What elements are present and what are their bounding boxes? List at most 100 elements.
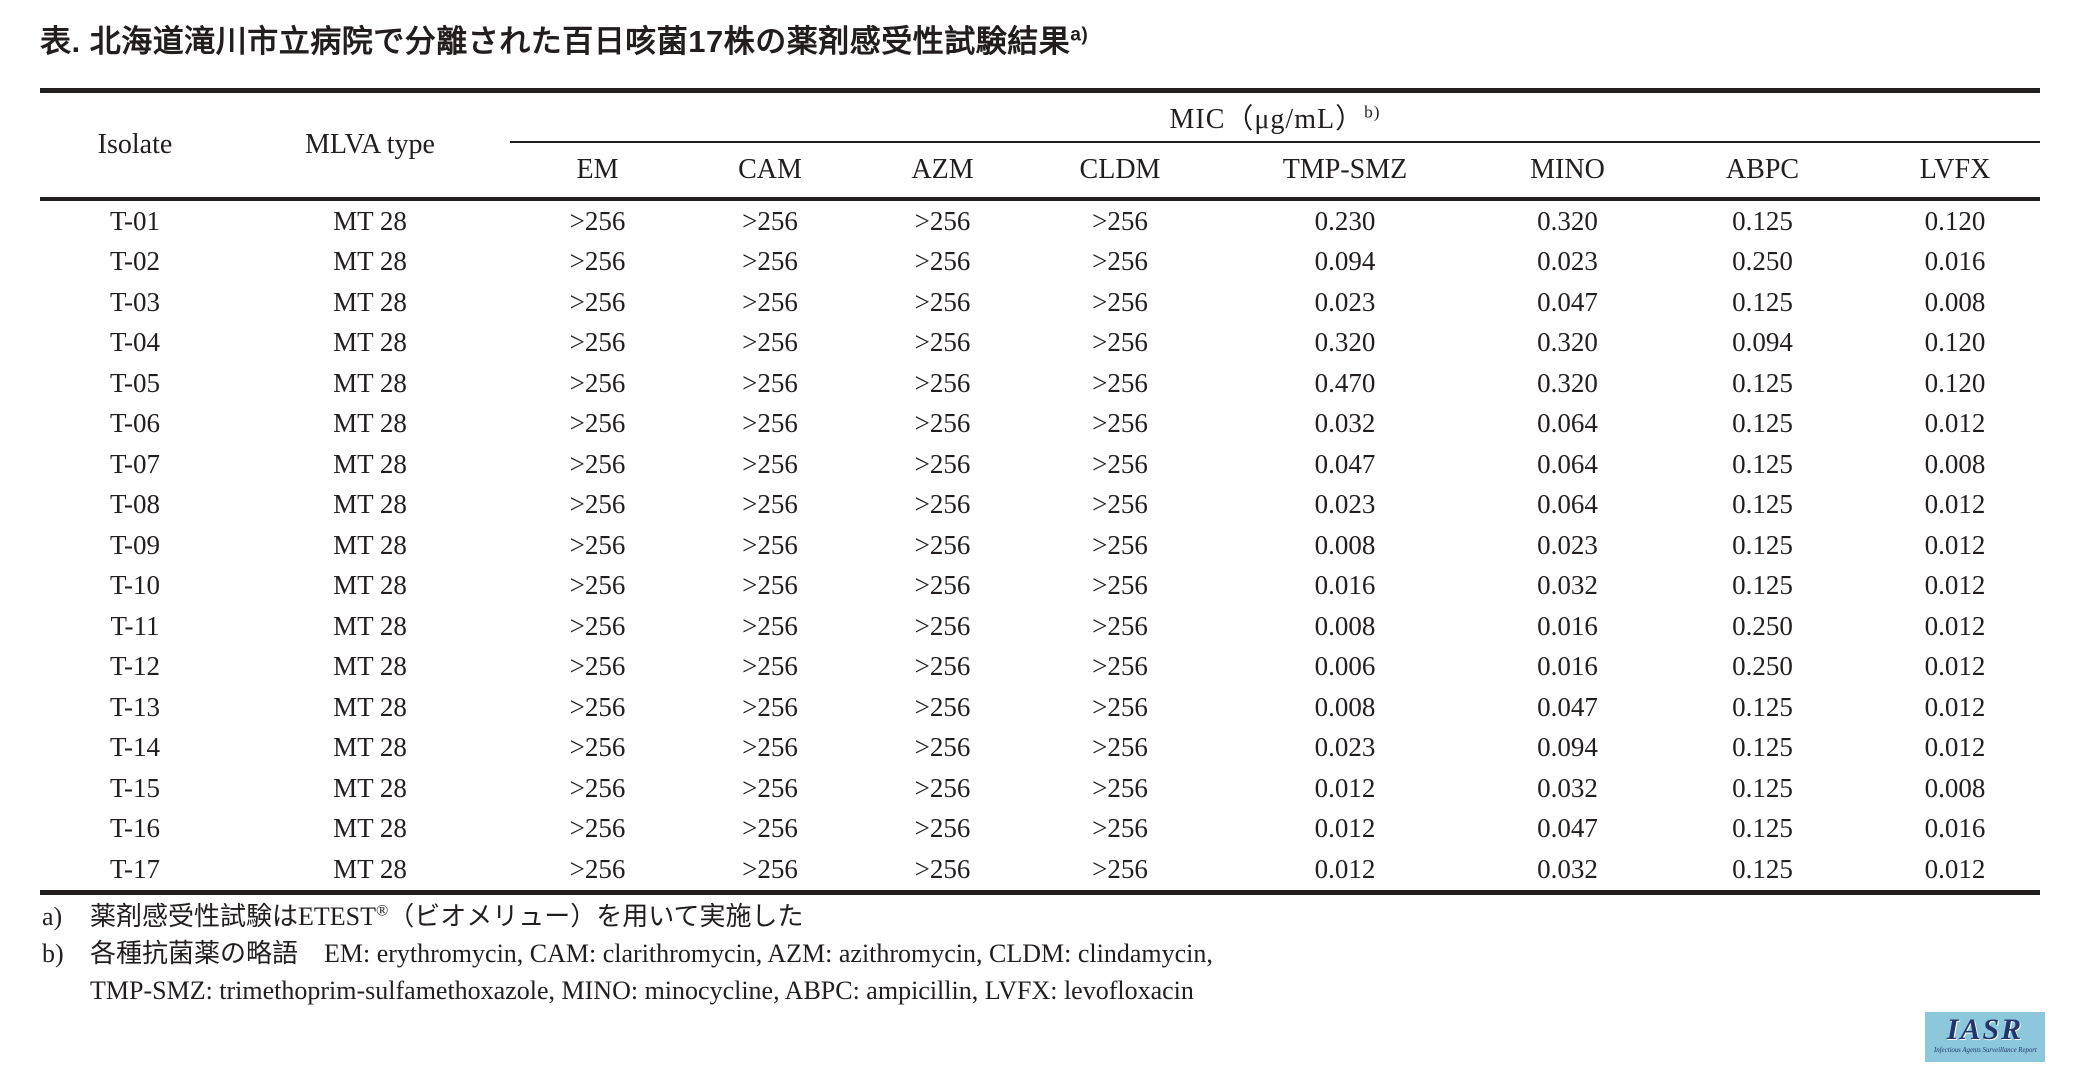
cell-mlva: MT 28: [333, 448, 407, 479]
cell-mic: 0.012: [1924, 651, 1986, 682]
cell-mic: >256: [914, 489, 971, 520]
cell-mlva: MT 28: [333, 772, 407, 803]
cell-isolate: T-14: [109, 732, 160, 763]
cell-mlva: MT 28: [333, 489, 407, 520]
cell-isolate: T-10: [109, 570, 160, 601]
table-row: T-15 MT 28 >256 >256 >256 >256 0.012 0.0…: [40, 768, 2040, 809]
cell-mic: >256: [914, 570, 971, 601]
cell-mic: >256: [1092, 489, 1148, 520]
mic-group-label: MIC（μg/mL）: [1169, 104, 1365, 135]
table-header: Isolate MLVA type MIC（μg/mL）b) EM CAM AZ…: [40, 90, 2041, 199]
cell-mic: >256: [914, 853, 971, 884]
cell-mlva: MT 28: [333, 610, 407, 641]
cell-mic: >256: [914, 529, 971, 560]
header-tmp-smz: TMP-SMZ: [1282, 154, 1408, 185]
registered-trademark-mark: ®: [376, 902, 389, 920]
cell-isolate: T-02: [109, 246, 160, 277]
cell-mic: >256: [914, 367, 971, 398]
cell-mic: >256: [569, 813, 626, 844]
cell-mic: >256: [569, 732, 626, 763]
cell-mlva: MT 28: [333, 529, 407, 560]
cell-mic: >256: [1092, 529, 1148, 560]
table-row: T-11 MT 28 >256 >256 >256 >256 0.008 0.0…: [40, 606, 2040, 647]
cell-mic: 0.047: [1314, 448, 1376, 479]
cell-mic: >256: [742, 732, 798, 763]
cell-mic: >256: [1092, 570, 1148, 601]
mic-group-footnote-mark: b): [1364, 102, 1381, 122]
cell-mic: >256: [1092, 448, 1148, 479]
header-abpc: ABPC: [1725, 154, 1800, 185]
header-mic-group: MIC（μg/mL）b): [510, 90, 2041, 143]
cell-mic: 0.125: [1732, 772, 1793, 803]
table-row: T-08 MT 28 >256 >256 >256 >256 0.023 0.0…: [40, 485, 2040, 526]
cell-mic: >256: [1092, 286, 1148, 317]
table-row: T-12 MT 28 >256 >256 >256 >256 0.006 0.0…: [40, 647, 2040, 688]
cell-mic: 0.016: [1537, 651, 1598, 682]
table-row: T-16 MT 28 >256 >256 >256 >256 0.012 0.0…: [40, 809, 2040, 850]
footnote-a-text-post: （ビオメリュー）を用いて実施した: [388, 902, 804, 931]
table-row: T-17 MT 28 >256 >256 >256 >256 0.012 0.0…: [40, 849, 2040, 892]
cell-mic: 0.094: [1732, 327, 1793, 358]
cell-mlva: MT 28: [333, 286, 407, 317]
cell-mic: >256: [742, 813, 798, 844]
footnote-b-text-line1: 各種抗菌薬の略語 EM: erythromycin, CAM: clarithr…: [90, 939, 1213, 968]
cell-mic: >256: [1092, 205, 1148, 236]
footnotes: a) 薬剤感受性試験はETEST®（ビオメリュー）を用いて実施した b) 各種抗菌薬…: [42, 898, 1213, 1009]
table-row: T-04 MT 28 >256 >256 >256 >256 0.320 0.3…: [40, 323, 2040, 364]
cell-mlva: MT 28: [333, 570, 407, 601]
cell-mic: >256: [569, 246, 626, 277]
cell-mic: >256: [914, 772, 971, 803]
cell-mic: 0.012: [1924, 570, 1986, 601]
cell-isolate: T-16: [109, 813, 160, 844]
cell-mic: 0.016: [1314, 570, 1376, 601]
cell-mic: 0.008: [1924, 448, 1986, 479]
cell-isolate: T-06: [109, 408, 160, 439]
cell-mic: 0.006: [1314, 651, 1376, 682]
cell-mic: >256: [569, 205, 626, 236]
cell-mic: 0.023: [1314, 489, 1376, 520]
cell-mic: >256: [742, 489, 798, 520]
footnote-b-prefix: b): [42, 939, 64, 968]
table-row: T-01 MT 28 >256 >256 >256 >256 0.230 0.3…: [40, 199, 2040, 242]
cell-mic: 0.125: [1732, 529, 1793, 560]
cell-mic: 0.094: [1537, 732, 1598, 763]
table-row: T-13 MT 28 >256 >256 >256 >256 0.008 0.0…: [40, 687, 2040, 728]
cell-mic: >256: [569, 691, 626, 722]
table-title: 表. 北海道滝川市立病院で分離された百日咳菌17株の薬剤感受性試験結果a): [40, 16, 1088, 61]
header-cldm: CLDM: [1079, 154, 1161, 185]
cell-isolate: T-07: [109, 448, 160, 479]
cell-mic: >256: [569, 367, 626, 398]
table-row: T-05 MT 28 >256 >256 >256 >256 0.470 0.3…: [40, 363, 2040, 404]
cell-mic: >256: [742, 853, 798, 884]
cell-mic: 0.064: [1537, 408, 1598, 439]
cell-mic: 0.120: [1924, 367, 1986, 398]
cell-mic: 0.125: [1732, 367, 1793, 398]
cell-mic: 0.032: [1314, 408, 1376, 439]
cell-mic: 0.064: [1537, 489, 1598, 520]
cell-mic: 0.012: [1314, 772, 1376, 803]
cell-mic: >256: [569, 489, 626, 520]
header-em: EM: [576, 154, 619, 185]
cell-isolate: T-11: [110, 610, 160, 641]
cell-mic: >256: [742, 327, 798, 358]
header-azm: AZM: [911, 154, 974, 185]
cell-mic: >256: [914, 732, 971, 763]
cell-mic: >256: [742, 367, 798, 398]
cell-mic: >256: [914, 691, 971, 722]
cell-mic: >256: [1092, 772, 1148, 803]
header-cam: CAM: [738, 154, 802, 185]
iasr-logo-subtitle: Infectious Agents Surveillance Report: [1934, 1046, 2037, 1054]
cell-isolate: T-08: [109, 489, 160, 520]
cell-isolate: T-03: [109, 286, 160, 317]
cell-mic: >256: [1092, 813, 1148, 844]
cell-mic: >256: [914, 610, 971, 641]
cell-mic: >256: [742, 651, 798, 682]
cell-mic: 0.125: [1732, 489, 1793, 520]
cell-mic: 0.250: [1732, 246, 1793, 277]
cell-mic: >256: [914, 651, 971, 682]
susceptibility-table: Isolate MLVA type MIC（μg/mL）b) EM CAM AZ…: [40, 88, 2041, 895]
cell-mlva: MT 28: [333, 651, 407, 682]
cell-mlva: MT 28: [333, 408, 407, 439]
cell-mic: >256: [569, 286, 626, 317]
cell-mic: 0.012: [1924, 489, 1986, 520]
